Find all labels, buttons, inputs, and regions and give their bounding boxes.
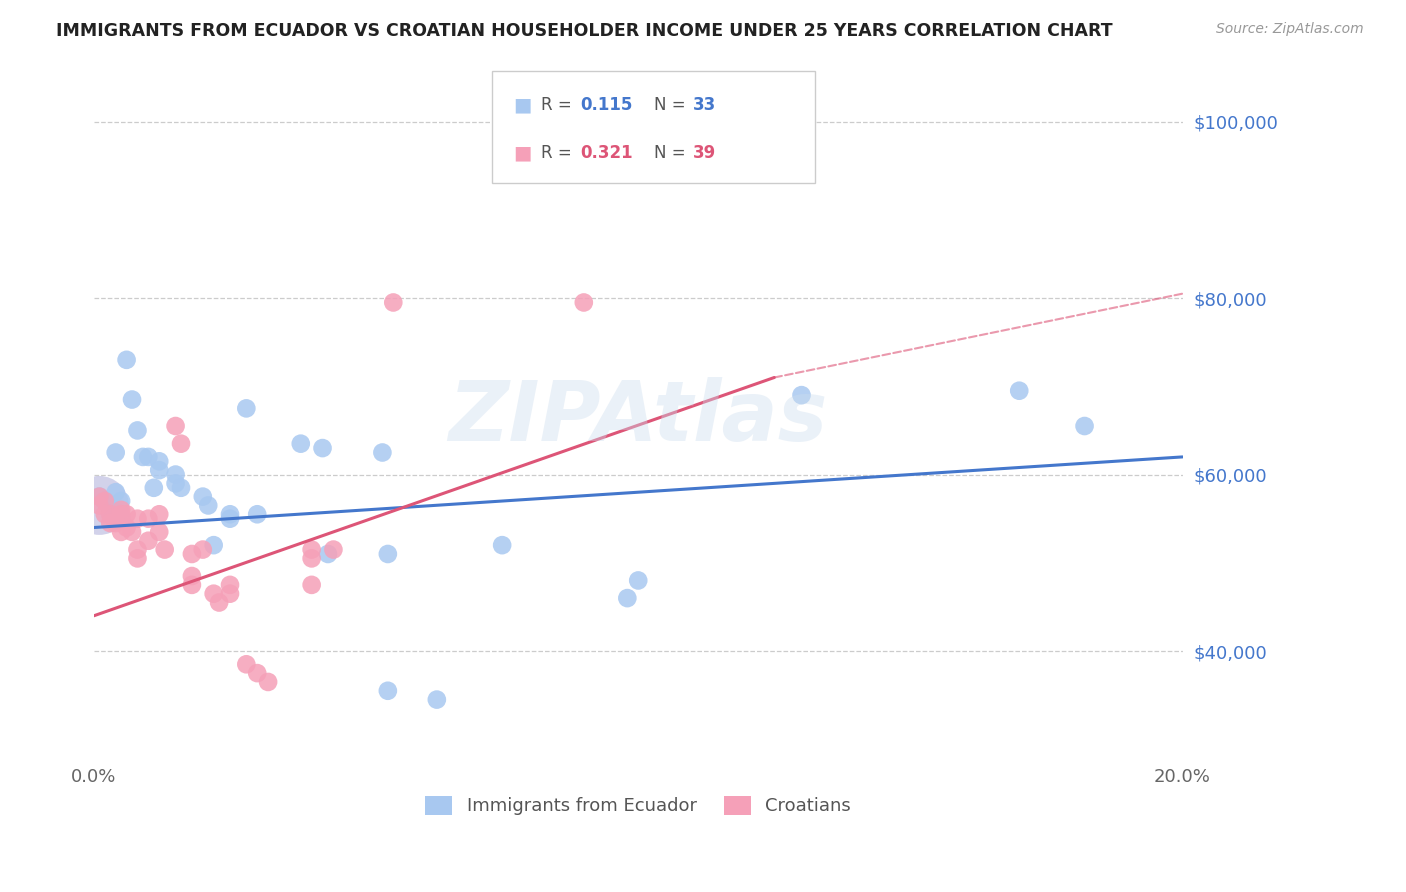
Point (98, 508, 121, 522)
Point (165, 476, 187, 491)
Point (219, 511, 242, 525)
Text: ZIPAtlas: ZIPAtlas (449, 376, 828, 458)
Point (110, 508, 132, 522)
Point (491, 538, 513, 552)
Text: N =: N = (654, 95, 685, 113)
Text: ■: ■ (513, 95, 531, 114)
Text: ■: ■ (513, 144, 531, 162)
Point (104, 516, 127, 530)
Text: N =: N = (654, 144, 685, 161)
Point (115, 352, 138, 367)
Point (138, 511, 160, 525)
Point (572, 295, 595, 310)
Point (127, 551, 149, 566)
Point (104, 445, 127, 459)
Text: R =: R = (541, 144, 572, 161)
Point (208, 595, 231, 609)
Point (98, 499, 121, 513)
Point (235, 657, 257, 672)
Point (115, 520, 138, 534)
Point (180, 578, 202, 592)
Point (153, 542, 176, 557)
Point (170, 436, 193, 450)
Point (89, 499, 111, 513)
Point (790, 388, 813, 402)
Point (301, 578, 323, 592)
Point (148, 508, 170, 522)
Point (197, 499, 219, 513)
Point (616, 591, 638, 606)
Point (377, 683, 399, 698)
Point (191, 490, 214, 504)
Point (127, 511, 149, 525)
Point (121, 524, 143, 539)
Point (89, 490, 111, 504)
Point (219, 578, 242, 592)
Point (148, 454, 170, 468)
Point (316, 547, 339, 561)
Point (94, 508, 117, 522)
Text: Source: ZipAtlas.com: Source: ZipAtlas.com (1216, 22, 1364, 37)
Point (138, 533, 160, 548)
Text: 33: 33 (693, 95, 717, 113)
Point (1073, 419, 1095, 434)
Point (219, 508, 242, 522)
Point (377, 547, 399, 561)
Point (127, 424, 149, 438)
Point (202, 538, 225, 552)
Point (115, 508, 138, 522)
Point (138, 450, 160, 464)
Point (127, 542, 149, 557)
Point (246, 666, 269, 681)
Point (89, 499, 111, 513)
Point (202, 587, 225, 601)
Point (148, 463, 170, 477)
Point (142, 481, 165, 495)
Text: R =: R = (541, 95, 572, 113)
Text: 0.115: 0.115 (581, 95, 633, 113)
Legend: Immigrants from Ecuador, Croatians: Immigrants from Ecuador, Croatians (418, 789, 859, 822)
Text: 39: 39 (693, 144, 717, 161)
Point (89, 490, 111, 504)
Point (322, 542, 344, 557)
Point (191, 542, 214, 557)
Point (235, 401, 257, 416)
Point (110, 494, 132, 508)
Point (98, 508, 121, 522)
Point (1008, 384, 1031, 398)
Point (382, 295, 405, 310)
Point (110, 503, 132, 517)
Text: IMMIGRANTS FROM ECUADOR VS CROATIAN HOUSEHOLDER INCOME UNDER 25 YEARS CORRELATIO: IMMIGRANTS FROM ECUADOR VS CROATIAN HOUS… (56, 22, 1114, 40)
Point (148, 524, 170, 539)
Point (104, 485, 127, 500)
Point (121, 392, 143, 407)
Point (301, 551, 323, 566)
Point (257, 675, 280, 690)
Point (290, 436, 312, 450)
Point (426, 692, 449, 706)
Point (301, 542, 323, 557)
Point (180, 569, 202, 583)
Point (246, 508, 269, 522)
Point (110, 511, 132, 525)
Point (110, 524, 132, 539)
Point (132, 450, 155, 464)
Point (94, 494, 117, 508)
Point (180, 547, 202, 561)
Point (311, 441, 333, 455)
Point (627, 574, 650, 588)
Point (219, 587, 242, 601)
Text: 0.321: 0.321 (581, 144, 633, 161)
Point (165, 467, 187, 482)
Point (170, 481, 193, 495)
Point (98, 516, 121, 530)
Point (94, 494, 117, 508)
Point (371, 445, 394, 459)
Point (165, 419, 187, 434)
